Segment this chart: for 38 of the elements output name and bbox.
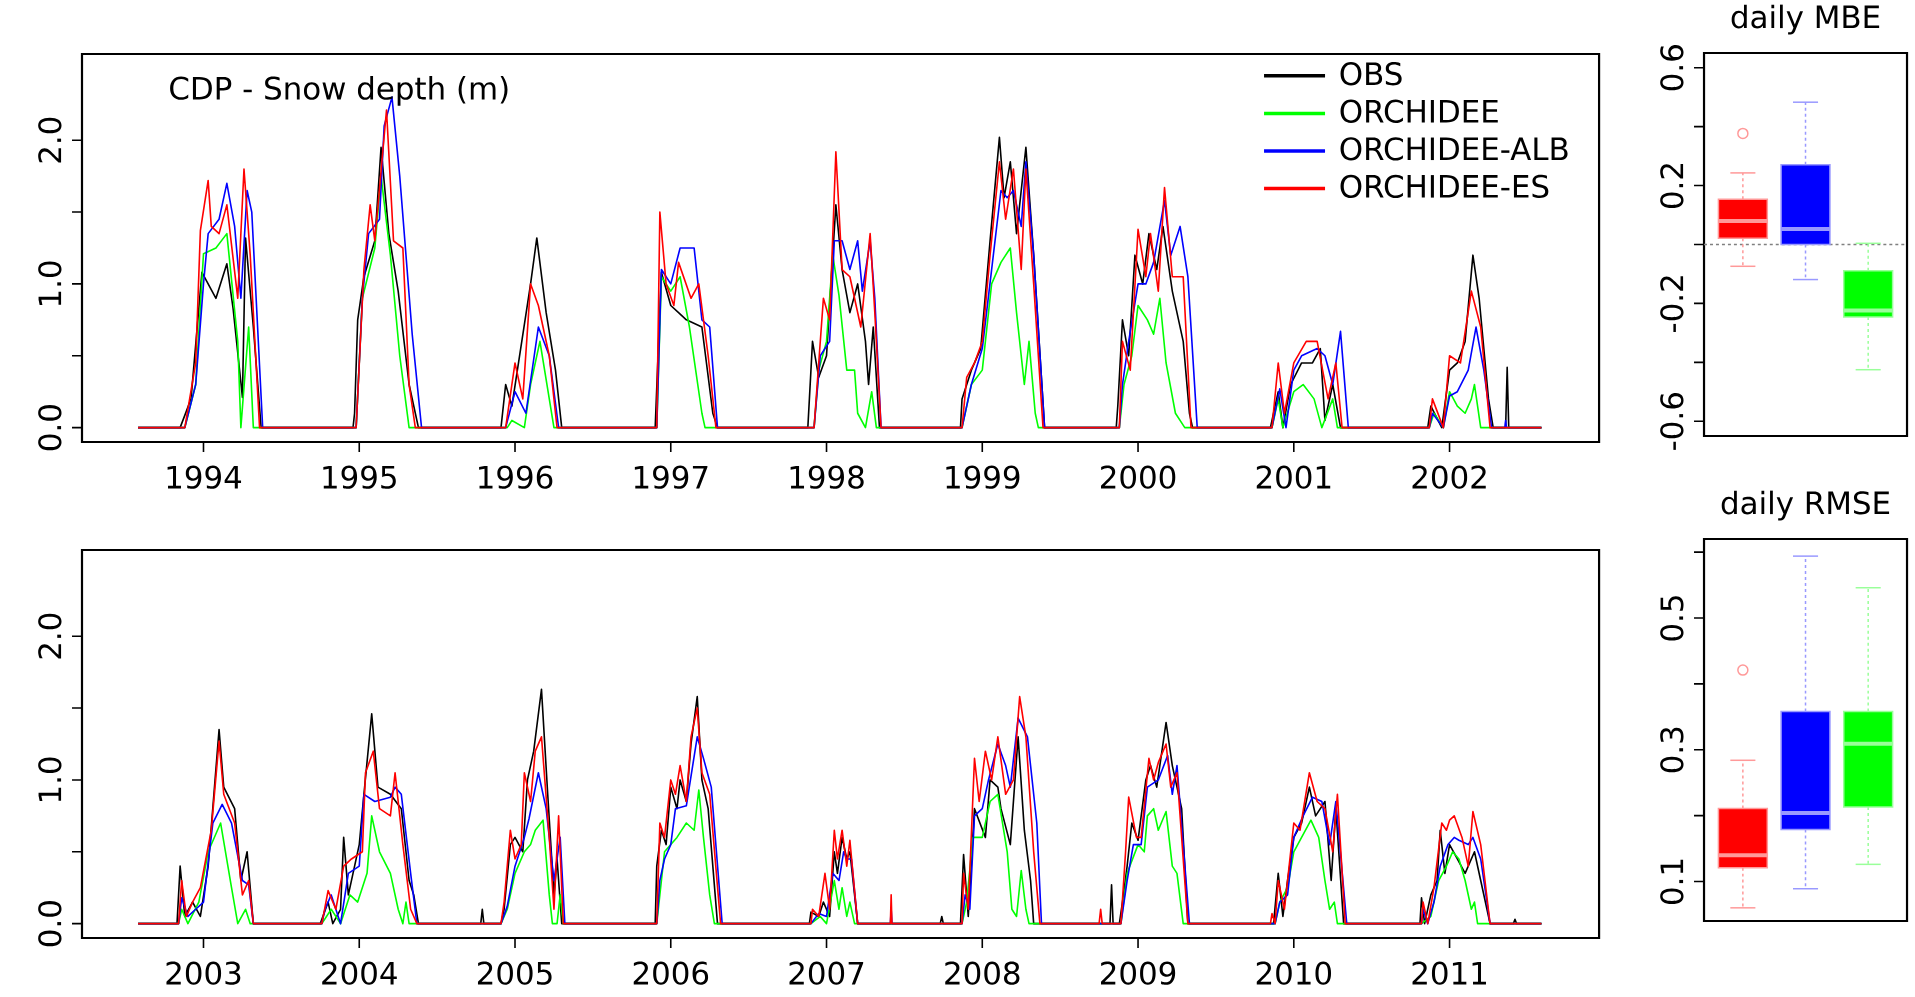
chart-title: daily MBE [1731,4,1880,35]
y-tick-label: 0.3 [1660,727,1684,773]
x-tick-label: 2009 [1101,961,1176,985]
x-tick-label: 1996 [479,465,553,489]
x-tick-label: 2000 [1101,465,1176,489]
x-tick-label: 1999 [946,465,1020,489]
x-tick-label: 1998 [790,465,864,489]
y-tick-label: -0.2 [1660,276,1684,333]
chart-title: daily RMSE [1721,490,1890,521]
y-tick-label: 0.0 [38,901,62,947]
text: CDP - Snow depth (m) [170,75,508,106]
x-tick-label: 1994 [167,465,242,489]
y-tick-label: 1.0 [38,757,62,802]
y-tick-label: 2.0 [38,613,62,659]
x-tick-label: 2008 [945,961,1020,985]
x-tick-label: 2004 [322,961,397,985]
y-tick-label: 2.0 [38,117,62,163]
x-tick-label: 2002 [1412,465,1486,489]
y-tick-label: 0.6 [1660,45,1684,91]
legend-label: OBS [1340,62,1402,86]
x-tick-label: 1995 [323,465,396,489]
y-tick-label: 1.0 [38,261,62,306]
x-tick-label: 2006 [633,961,709,985]
y-tick-label: 0.2 [1660,164,1684,209]
y-tick-label: 0.5 [1660,596,1684,641]
x-tick-label: 2001 [1256,465,1331,489]
x-tick-label: 2007 [789,961,864,985]
legend-label: ORCHIDEE [1340,99,1498,123]
x-tick-label: 1997 [634,465,708,489]
x-tick-label: 2011 [1412,961,1486,985]
x-tick-label: 2010 [1256,961,1332,985]
legend-label: ORCHIDEE-ALB [1340,137,1568,161]
y-tick-label: 0.0 [38,405,62,451]
x-tick-label: 2003 [166,961,241,985]
y-tick-label: 0.1 [1660,859,1684,905]
y-tick-label: -0.6 [1660,393,1684,450]
x-tick-label: 2005 [477,961,552,985]
legend-label: ORCHIDEE-ES [1340,174,1549,199]
